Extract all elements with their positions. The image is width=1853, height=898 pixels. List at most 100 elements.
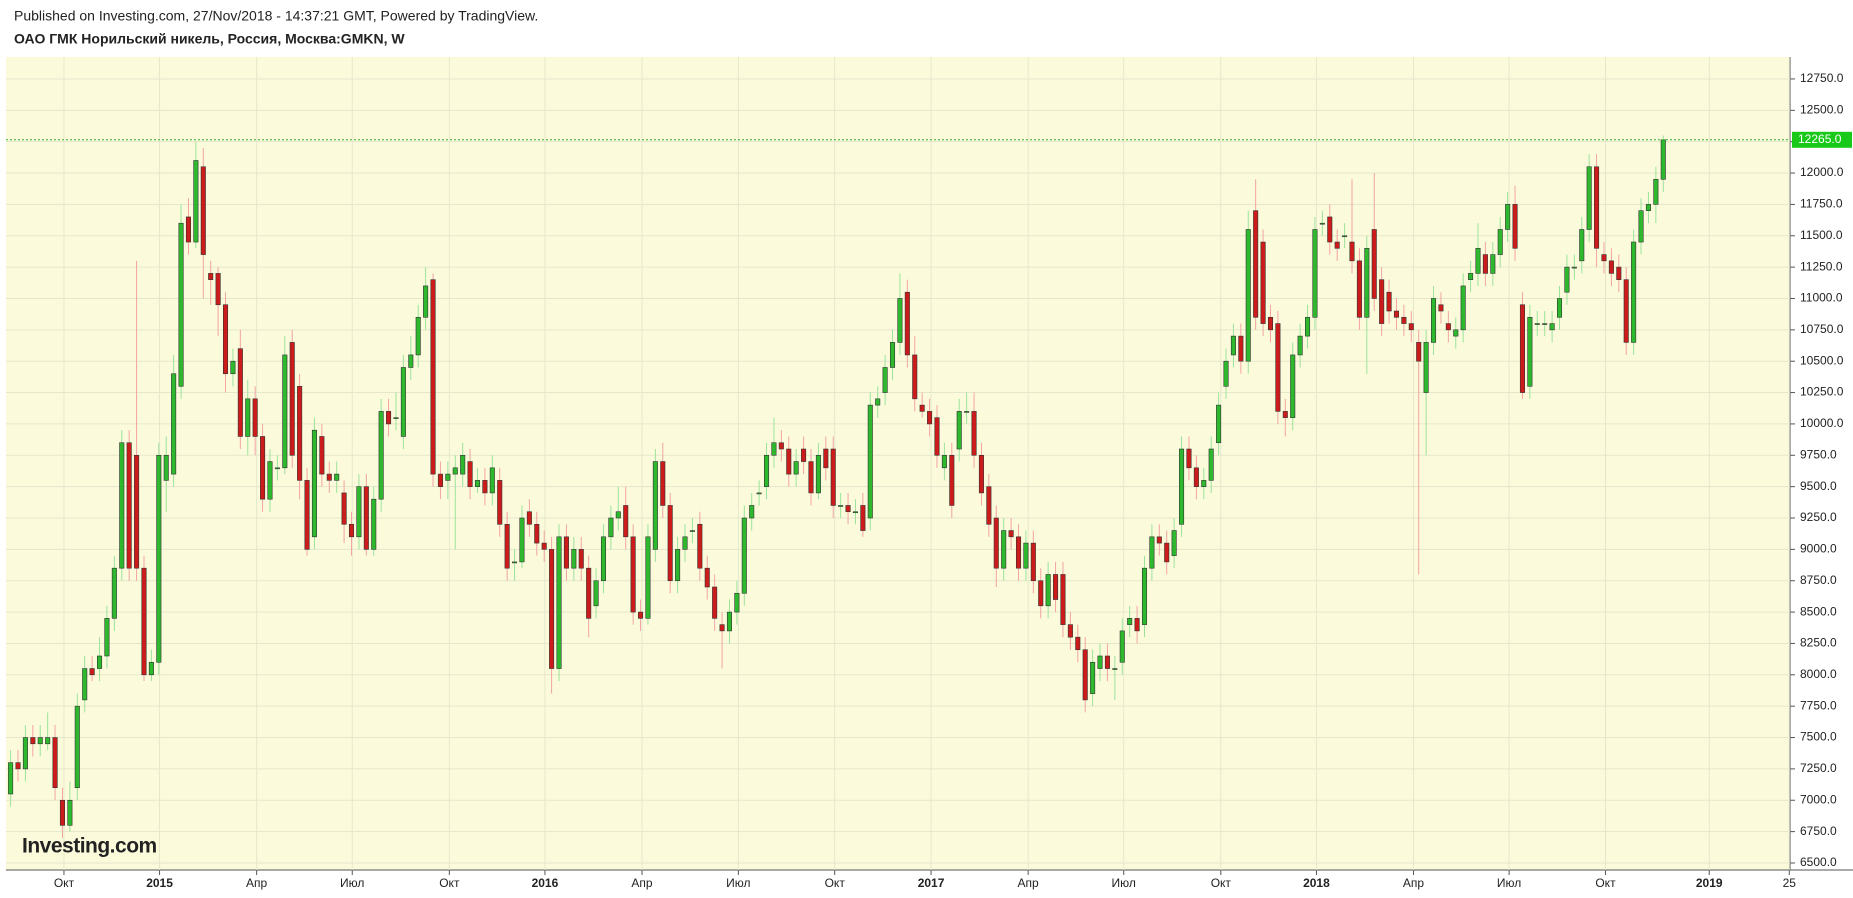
candle-body	[437, 473, 443, 487]
candle-body	[986, 486, 992, 525]
candle-body	[1149, 536, 1155, 569]
candle-body	[623, 505, 629, 538]
candle-body	[1127, 618, 1133, 625]
x-tick-label: 2015	[146, 876, 173, 890]
y-tick-label: 8750.0	[1800, 573, 1837, 587]
candle-body	[252, 398, 258, 437]
candle-body	[1349, 241, 1355, 262]
x-tick-label: 2016	[532, 876, 559, 890]
candle-body	[400, 367, 406, 437]
candle-body	[689, 530, 695, 532]
candle-body	[1075, 636, 1081, 651]
candle-body	[452, 467, 458, 475]
candle-body	[1653, 179, 1659, 205]
x-tick-label: 25	[1783, 876, 1797, 890]
candle-body	[549, 549, 555, 669]
candle-body	[1519, 304, 1525, 393]
candle-body	[1045, 574, 1051, 607]
candle-body	[541, 542, 547, 550]
candle-body	[1364, 248, 1370, 318]
y-tick-label: 12000.0	[1800, 165, 1844, 179]
y-tick-label: 7500.0	[1800, 730, 1837, 744]
candle-body	[1482, 254, 1488, 274]
candle-body	[556, 536, 562, 669]
y-tick-label: 7750.0	[1800, 698, 1837, 712]
x-tick-label: Июл	[1497, 876, 1521, 890]
candle-body	[712, 586, 718, 619]
candle-body	[593, 580, 599, 607]
candle-body	[1660, 139, 1666, 180]
y-tick-label: 11000.0	[1800, 291, 1843, 305]
candle-body	[1282, 411, 1288, 418]
candle-body	[512, 561, 518, 564]
candle-body	[371, 498, 377, 550]
y-tick-label: 7000.0	[1800, 792, 1837, 806]
candle-body	[1416, 342, 1422, 362]
candle-body	[1616, 266, 1622, 280]
candle-body	[1379, 279, 1385, 324]
candle-body	[1631, 241, 1637, 343]
candle-body	[1216, 404, 1222, 444]
candle-body	[875, 398, 881, 406]
candle-body	[889, 342, 896, 368]
candle-body	[978, 454, 984, 494]
x-tick-label: Апр	[631, 876, 653, 890]
y-tick-label: 12500.0	[1800, 102, 1844, 116]
candle-body	[378, 411, 384, 500]
candle-body	[460, 454, 466, 475]
candle-body	[1556, 298, 1563, 318]
candle-body	[1438, 304, 1444, 312]
candle-body	[1104, 655, 1110, 669]
candle-body	[1297, 335, 1303, 356]
x-tick-label: Окт	[439, 876, 460, 890]
candle-body	[30, 737, 36, 745]
candle-body	[185, 216, 191, 243]
candle-body	[430, 279, 436, 475]
candle-body	[578, 549, 584, 569]
published-note: Published on Investing.com, 27/Nov/2018 …	[14, 8, 538, 24]
candle-body	[882, 367, 888, 393]
candle-body	[363, 486, 369, 550]
last-price-badge	[1792, 131, 1852, 148]
candle-body	[237, 348, 243, 437]
candle-body	[1141, 567, 1148, 625]
candle-body	[222, 304, 229, 375]
candle-body	[1312, 229, 1318, 318]
candle-body	[1023, 542, 1029, 569]
candle-body	[801, 448, 807, 462]
candle-body	[1431, 298, 1437, 343]
candle-body	[489, 467, 495, 494]
candle-body	[1468, 273, 1474, 280]
candle-body	[904, 291, 910, 356]
candle-body	[482, 480, 488, 494]
candle-body	[534, 523, 540, 544]
candle-body	[356, 486, 362, 538]
candle-body	[675, 549, 681, 582]
candle-body	[838, 505, 844, 507]
candle-body	[741, 517, 747, 594]
candle-body	[645, 536, 651, 619]
x-tick-label: Апр	[1018, 876, 1040, 890]
candle-body	[104, 618, 110, 657]
candle-body	[1571, 266, 1577, 269]
candle-body	[1090, 661, 1096, 694]
candle-body	[245, 398, 251, 437]
candle-body	[156, 454, 162, 663]
candle-body	[45, 737, 51, 745]
candle-body	[504, 523, 510, 569]
y-tick-label: 11750.0	[1800, 197, 1843, 211]
candle-body	[1594, 166, 1600, 249]
candle-body	[1275, 323, 1281, 412]
candle-body	[1564, 266, 1570, 293]
y-tick-label: 10000.0	[1800, 416, 1844, 430]
candle-body	[660, 461, 666, 506]
candle-body	[1342, 235, 1348, 238]
candle-body	[1408, 323, 1414, 331]
x-tick-label: Июл	[1112, 876, 1136, 890]
chart-title: ОАО ГМК Норильский никель, Россия, Москв…	[14, 31, 405, 47]
y-tick-label: 8500.0	[1800, 604, 1837, 618]
candle-body	[423, 285, 429, 318]
x-tick-label: Апр	[246, 876, 268, 890]
candle-body	[1401, 316, 1407, 324]
